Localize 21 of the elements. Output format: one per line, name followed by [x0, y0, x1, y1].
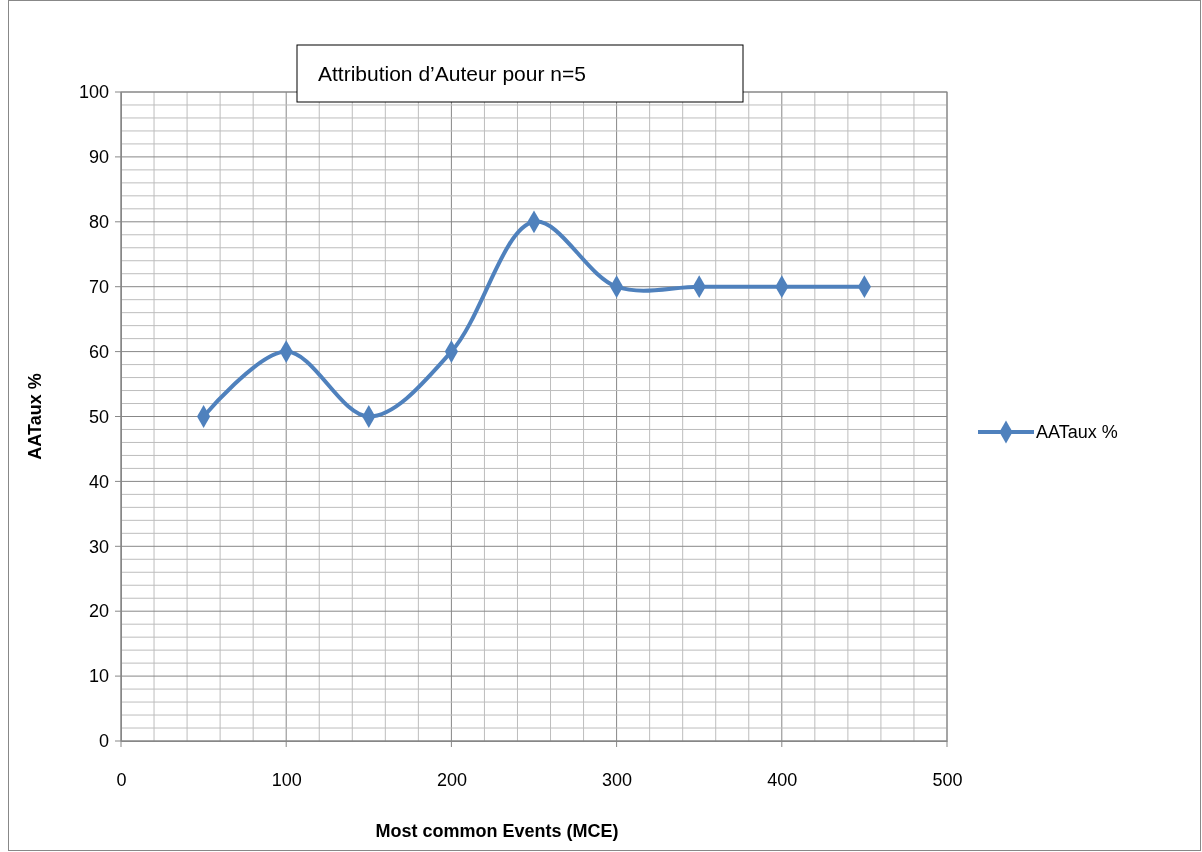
y-tick-label: 70 — [88, 276, 109, 297]
chart-title: Attribution d’Auteur pour n=5 — [318, 62, 586, 85]
y-tick-label: 100 — [78, 82, 109, 103]
y-tick-label: 50 — [88, 406, 109, 427]
y-tick-label: 60 — [88, 341, 109, 362]
legend-label: AATaux % — [1036, 422, 1118, 442]
x-tick-label: 400 — [767, 769, 798, 790]
y-tick-label: 30 — [88, 536, 109, 557]
y-axis-title: AATaux % — [25, 373, 45, 460]
x-tick-label: 300 — [602, 769, 633, 790]
x-tick-label: 0 — [116, 769, 127, 790]
y-tick-label: 40 — [88, 471, 109, 492]
x-tick-label: 100 — [271, 769, 302, 790]
y-tick-label: 20 — [88, 601, 109, 622]
x-axis-title: Most common Events (MCE) — [375, 821, 619, 841]
y-tick-label: 90 — [88, 147, 109, 168]
x-tick-label: 500 — [932, 769, 963, 790]
y-tick-label: 80 — [88, 212, 109, 233]
y-tick-label: 10 — [88, 666, 109, 687]
x-tick-label: 200 — [436, 769, 467, 790]
y-tick-label: 0 — [98, 731, 109, 752]
